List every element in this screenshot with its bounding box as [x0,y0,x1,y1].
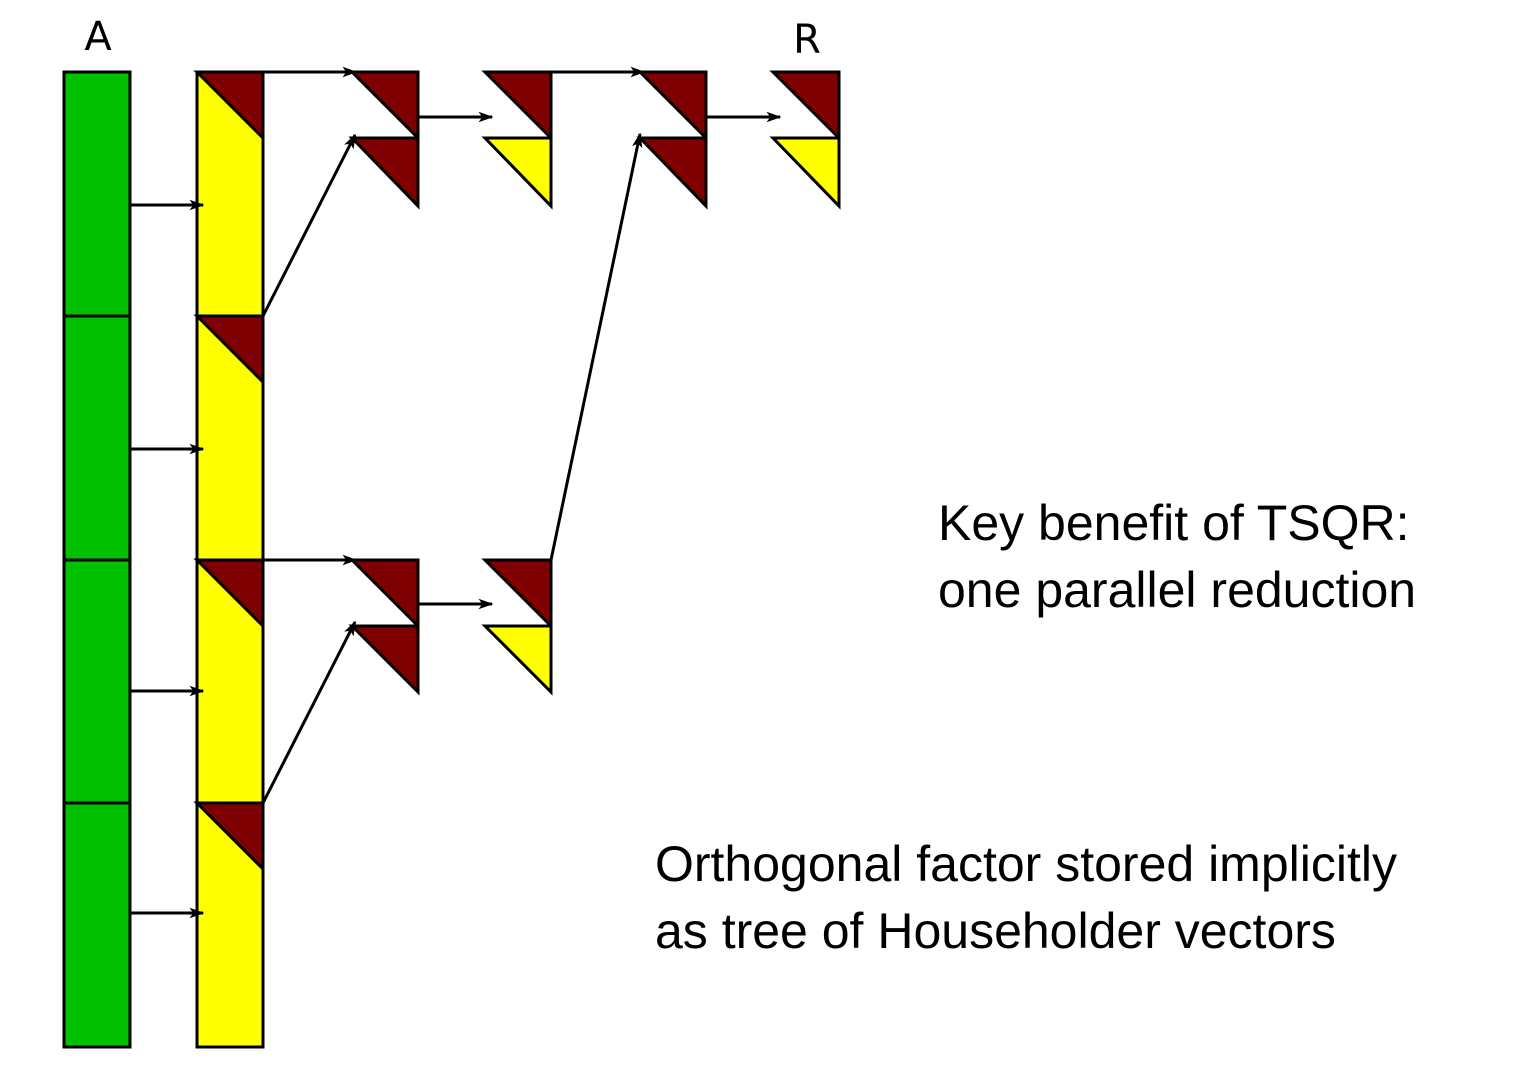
matrix-a-label: A [84,14,112,60]
r-triangle [193,558,265,630]
local-qr-column [193,70,265,1049]
level1-qr-top [481,70,553,210]
stacked-r-pair-top [348,70,420,210]
r-triangle [348,558,420,630]
key-benefit-line-2: one parallel reduction [938,562,1417,618]
arrow [549,132,643,561]
local-qr-block-1 [193,70,265,318]
householder-triangle [769,136,841,210]
stacked-r-pair-bottom [348,558,420,696]
a-block-3 [62,558,132,805]
stacked-r-pair-level2 [636,70,708,210]
r-triangle [348,624,420,696]
a-block-2 [62,314,132,562]
a-block-4 [62,801,132,1049]
final-r [769,70,841,210]
r-triangle [348,136,420,210]
key-benefit-line-1: Key benefit of TSQR: [938,495,1410,551]
orthogonal-factor-note: Orthogonal factor stored implicitly as t… [655,831,1397,965]
householder-triangle [481,136,553,210]
orthogonal-factor-line-1: Orthogonal factor stored implicitly [655,836,1397,892]
local-qr-block-3 [193,558,265,805]
r-triangle [481,70,553,142]
r-triangle [481,558,553,630]
r-triangle [636,70,708,142]
orthogonal-factor-line-2: as tree of Householder vectors [655,903,1336,959]
r-triangle [769,70,841,142]
householder-triangle [481,624,553,696]
arrow [261,620,357,804]
matrix-a [62,70,132,1049]
arrows [130,66,782,919]
r-triangle [348,70,420,142]
r-triangle [193,70,265,142]
r-triangle [636,136,708,210]
matrix-r-label: R [793,17,821,63]
r-triangle [193,801,265,873]
r-triangle [193,314,265,386]
level1-qr-bottom [481,558,553,696]
local-qr-block-2 [193,314,265,562]
a-block-1 [62,70,132,318]
key-benefit-note: Key benefit of TSQR: one parallel reduct… [938,490,1416,624]
arrow [261,133,357,317]
local-qr-block-4 [193,801,265,1049]
